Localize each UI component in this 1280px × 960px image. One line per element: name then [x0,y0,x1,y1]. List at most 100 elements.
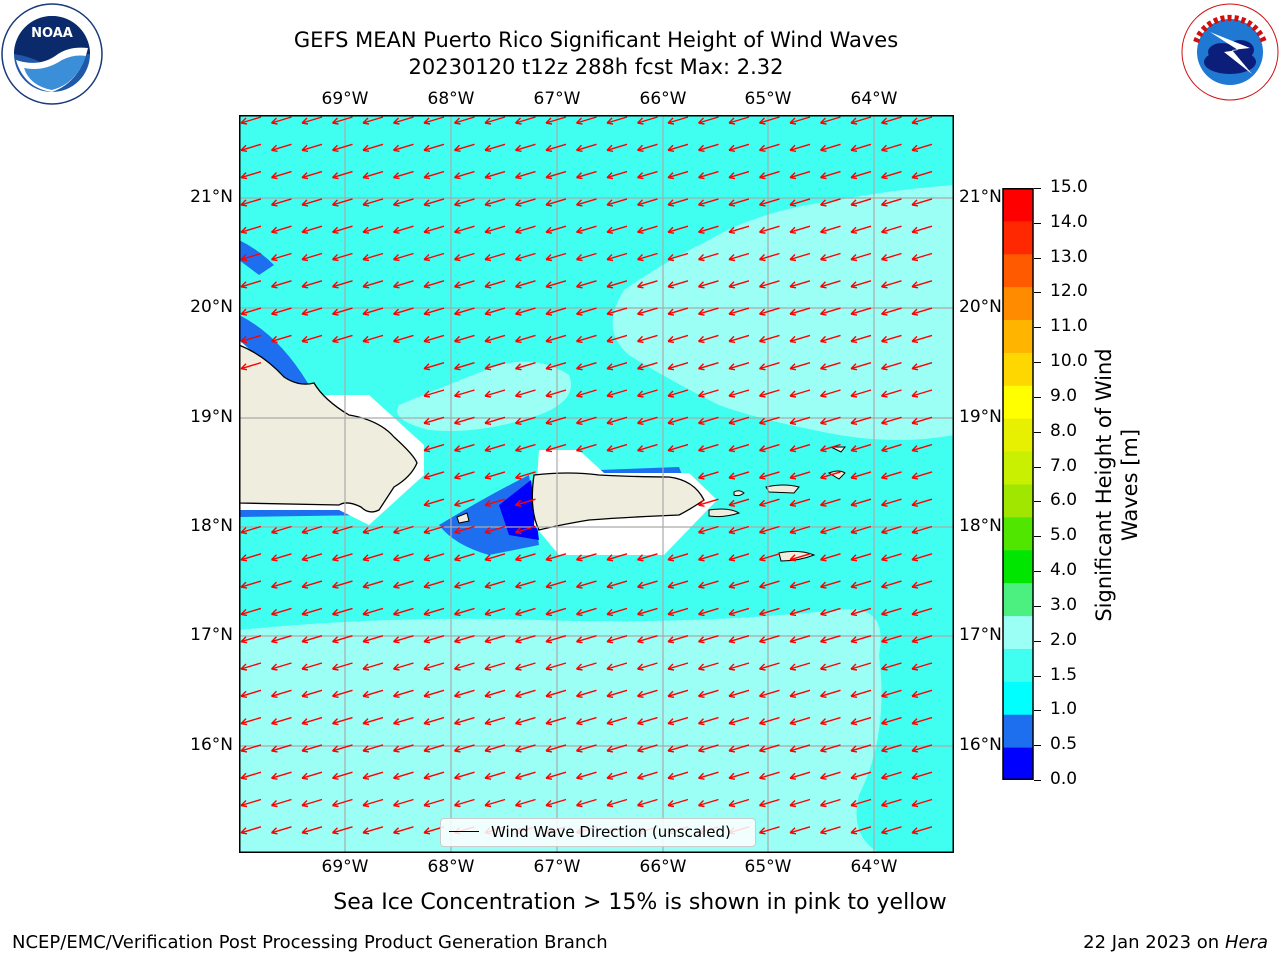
wind-wave-arrow [759,553,780,562]
lat-tick-left: 16°N [190,735,233,755]
wind-wave-arrow [423,443,445,453]
lon-tick-bottom: 68°W [427,857,475,877]
wind-wave-arrow [423,798,445,808]
wind-wave-arrow [240,225,262,234]
wind-wave-arrow [789,689,811,698]
wind-wave-arrow [881,307,902,316]
wind-wave-arrow [881,553,902,562]
wind-wave-arrow [576,362,597,371]
wind-wave-arrow [423,471,445,480]
wind-wave-arrow [911,334,933,344]
wind-wave-arrow [728,116,750,125]
lat-tick-left: 20°N [190,297,233,317]
wind-wave-arrow [240,580,262,589]
wind-wave-arrow [850,798,872,808]
wind-wave-arrow [301,716,323,726]
colorbar-tick-label: 7.0 [1050,455,1078,476]
wind-wave-arrow [637,225,658,234]
wind-wave-arrow [698,771,719,780]
wind-wave-arrow [850,826,872,835]
lat-tick-left: 19°N [190,407,233,427]
wind-wave-arrow [423,252,445,262]
wind-wave-arrow [484,389,506,398]
wind-wave-arrow [454,607,475,617]
colorbar-segment [1003,747,1033,780]
wind-wave-arrow [911,280,933,289]
wind-wave-arrow [301,798,323,808]
wind-wave-arrow [545,443,567,453]
wind-wave-arrow [820,225,841,234]
wind-wave-arrow [606,716,628,726]
wind-wave-arrow [637,170,658,180]
wind-wave-arrow [911,662,933,671]
colorbar-tick-label: 8.0 [1050,420,1078,441]
wind-wave-arrow [606,143,628,152]
wind-wave-arrow [515,498,536,507]
wind-wave-arrow [454,225,475,234]
chart-title: GEFS MEAN Puerto Rico Significant Height… [293,28,899,52]
island-virgin-islands [765,484,800,494]
wind-wave-arrow [271,307,292,316]
wind-wave-arrow [545,280,567,289]
wind-wave-arrow [850,471,872,480]
wind-wave-arrow [789,580,811,589]
wind-wave-arrow [881,607,902,617]
wind-wave-arrow [545,198,567,207]
wind-wave-arrow [728,771,750,780]
wind-wave-arrow [820,362,841,371]
wind-wave-arrow [911,198,933,207]
wind-wave-arrow [789,225,811,234]
wind-wave-arrow [484,744,506,753]
wind-wave-arrow [484,498,506,507]
wind-wave-arrow [759,689,780,698]
island-culebra [733,490,745,497]
wind-wave-arrow [881,389,902,398]
colorbar-tick-mark [1034,605,1041,607]
wind-wave-arrow [393,116,414,125]
wind-wave-arrow [606,635,628,644]
wind-wave-arrow [637,198,658,207]
wind-wave-arrow [301,334,323,344]
wind-wave-arrow [881,116,902,125]
wind-wave-arrow [911,716,933,726]
wind-wave-arrow [759,389,780,398]
wind-wave-arrow [698,580,719,589]
wind-wave-arrow [576,553,597,562]
wind-wave-arrow [393,252,414,262]
wind-wave-arrow [393,689,414,698]
wind-wave-arrow [423,525,445,535]
wind-wave-arrow [301,826,323,835]
wind-wave-arrow [454,443,475,453]
colorbar-tick-label: 1.0 [1050,699,1078,720]
wind-wave-arrow [515,689,536,698]
colorbar-tick-mark [1034,501,1041,503]
wind-wave-arrow [576,416,597,425]
wind-wave-arrow [911,143,933,152]
lon-tick-bottom: 66°W [639,857,687,877]
wind-wave-arrow [759,143,780,152]
wind-wave-arrow [576,744,597,753]
wind-wave-arrow [423,307,445,316]
wind-wave-arrow [362,334,384,344]
wind-wave-arrow [606,362,628,371]
wind-wave-arrow [789,143,811,152]
wind-wave-arrow [606,607,628,617]
lon-tick-top: 67°W [533,89,581,109]
lat-tick-right: 20°N [959,297,1002,317]
wind-wave-arrow [850,525,872,535]
colorbar-tick-mark [1034,396,1041,398]
wind-wave-arrow [698,252,719,262]
wind-wave-arrow [423,716,445,726]
wind-wave-arrow [759,826,780,835]
wind-wave-arrow [484,198,506,207]
wind-wave-arrow [881,443,902,453]
wind-wave-arrow [515,334,536,344]
map-plot-area [239,115,954,853]
wind-wave-arrow [423,662,445,671]
colorbar-tick-mark [1034,257,1041,259]
colorbar-tick-label: 5.0 [1050,525,1078,546]
wind-wave-arrow [850,443,872,453]
wind-wave-arrow [881,525,902,535]
wind-wave-arrow [820,116,841,125]
colorbar-segment [1003,484,1033,518]
